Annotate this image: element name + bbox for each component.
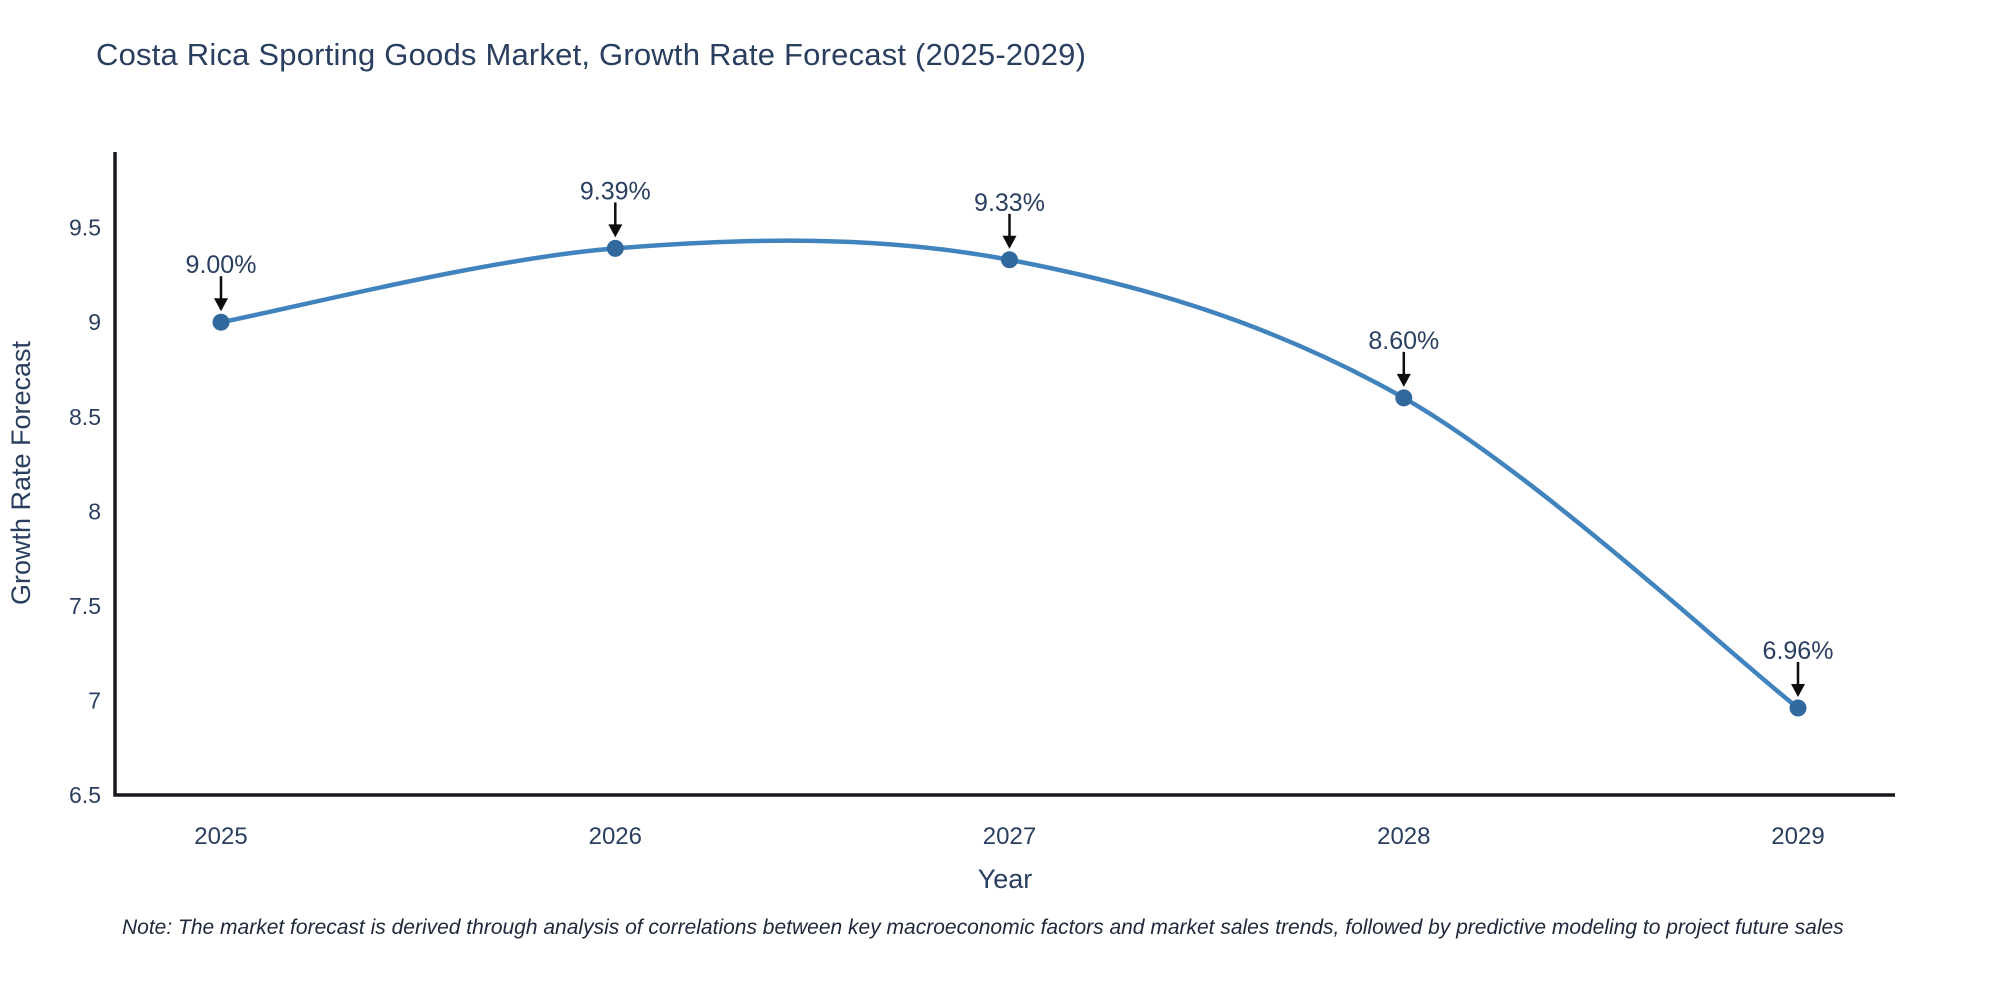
point-label: 6.96% — [1763, 637, 1834, 665]
x-tick-label: 2029 — [1771, 823, 1824, 850]
data-point[interactable] — [1395, 389, 1413, 407]
y-tick-label: 9 — [88, 309, 101, 335]
data-point[interactable] — [212, 313, 230, 331]
data-point[interactable] — [606, 239, 624, 257]
forecast-line — [218, 238, 1801, 711]
y-axis-title: Growth Rate Forecast — [6, 340, 36, 605]
y-tick-label: 7 — [88, 687, 101, 713]
x-tick-label: 2028 — [1377, 823, 1430, 850]
y-tick-label: 6.5 — [69, 782, 101, 808]
y-tick-label: 9.5 — [69, 215, 101, 241]
x-tick-label: 2027 — [983, 823, 1036, 850]
point-label: 8.60% — [1368, 327, 1439, 355]
annotation-arrowhead — [1791, 684, 1805, 697]
x-axis-title: Year — [978, 864, 1033, 894]
y-tick-label: 8.5 — [69, 404, 101, 430]
data-point[interactable] — [1001, 251, 1018, 269]
annotation-arrowhead — [214, 298, 228, 312]
x-tick-label: 2025 — [194, 823, 247, 850]
footnote: Note: The market forecast is derived thr… — [122, 916, 1844, 939]
y-tick-label: 8 — [88, 498, 101, 524]
annotation-arrowhead — [1396, 373, 1411, 387]
y-tick-label: 7.5 — [69, 593, 101, 619]
point-label: 9.39% — [580, 177, 651, 205]
annotation-arrowhead — [608, 224, 623, 238]
point-label: 9.33% — [974, 189, 1045, 217]
axis-line — [113, 152, 1895, 797]
x-tick-label: 2026 — [589, 823, 642, 850]
data-point[interactable] — [1789, 699, 1807, 717]
point-label: 9.00% — [186, 251, 257, 279]
chart-title: Costa Rica Sporting Goods Market, Growth… — [96, 37, 1087, 72]
annotation-arrowhead — [1002, 235, 1017, 249]
